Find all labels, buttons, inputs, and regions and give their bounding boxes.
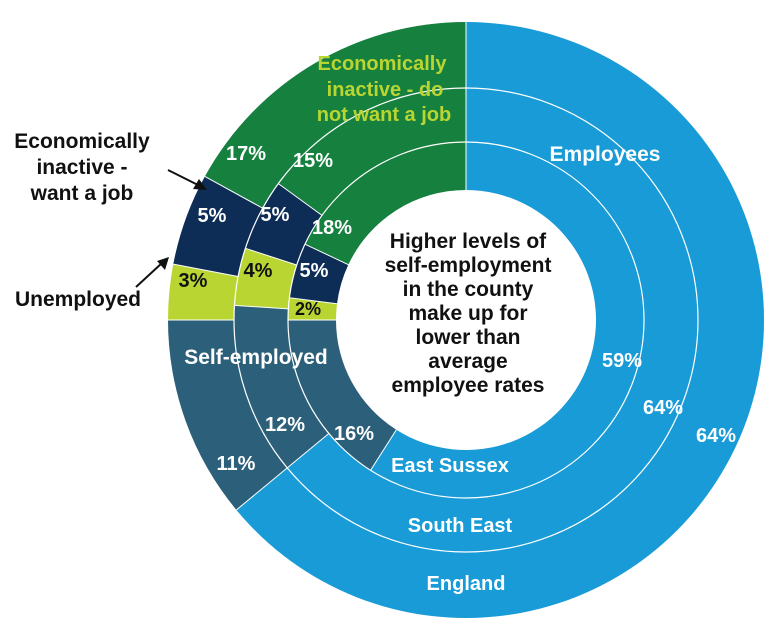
category-label-employees: Employees: [550, 143, 661, 166]
slice-border-east-sussex-1: [370, 429, 397, 471]
pointer-arrows: [135, 169, 207, 288]
series-name-east-sussex: East Sussex: [391, 455, 509, 477]
inactive-want-england-label: 5%: [198, 205, 227, 227]
arrowhead-inactive-want: [193, 179, 207, 190]
category-label-inactive-want-line3: want a job: [30, 182, 134, 205]
slice-south-east-self-employed: [234, 305, 329, 468]
slice-border-england-1: [236, 467, 288, 511]
center-text-line1: Higher levels of: [390, 230, 547, 253]
slice-east-sussex-inactive-want: [289, 244, 349, 304]
slice-south-east-inactive-not-want: [278, 88, 466, 216]
slice-border-england-4: [204, 175, 263, 209]
slice-england-self-employed: [168, 320, 288, 510]
category-label-unemployed: Unemployed: [15, 288, 141, 311]
arrowhead-unemployed: [157, 257, 169, 270]
slice-border-east-sussex-4: [304, 243, 349, 266]
slice-south-east-inactive-want: [245, 183, 322, 265]
slice-england-inactive-not-want: [204, 22, 467, 209]
category-label-inactive-not-want-line2: inactive - do: [327, 79, 444, 101]
self-employed-south-east-label: 12%: [265, 414, 305, 436]
category-label-inactive-want-line2: inactive -: [36, 156, 127, 179]
category-labels: Employees Self-employed Economically ina…: [14, 53, 660, 369]
slice-east-sussex-unemployed: [288, 297, 338, 320]
slice-border-south-east-3: [245, 247, 297, 266]
self-employed-east-sussex-label: 16%: [334, 423, 374, 445]
center-text-line7: employee rates: [392, 374, 545, 397]
employees-south-east-label: 64%: [643, 397, 683, 419]
slice-border-south-east-1: [286, 433, 330, 469]
employees-east-sussex-label: 59%: [602, 350, 642, 372]
unemployed-south-east-label: 4%: [244, 260, 273, 282]
arrow-inactive-want: [167, 169, 201, 187]
center-text-line3: in the county: [403, 278, 534, 301]
center-text-line5: lower than: [415, 326, 520, 349]
category-label-inactive-want-line1: Economically: [14, 130, 150, 153]
ring-names: East Sussex South East England: [391, 455, 512, 595]
series-name-england: England: [427, 573, 506, 595]
slice-border-south-east-4: [278, 183, 323, 216]
category-label-inactive-not-want-line3: not want a job: [317, 104, 451, 126]
arrow-unemployed: [135, 262, 163, 288]
slice-south-east-unemployed: [234, 248, 297, 309]
inactive-want-east-sussex-label: 5%: [300, 260, 329, 282]
slice-border-england-3: [173, 263, 239, 278]
unemployed-east-sussex-label: 2%: [295, 299, 321, 319]
center-annotation: Higher levels of self-employment in the …: [385, 230, 552, 397]
center-text-line2: self-employment: [385, 254, 552, 277]
inactive-not-want-england-label: 17%: [226, 143, 266, 165]
slice-east-sussex-inactive-not-want: [304, 142, 466, 265]
center-text-line6: average: [428, 350, 507, 373]
unemployed-england-label: 3%: [179, 270, 208, 292]
slice-border-east-sussex-3: [289, 297, 338, 305]
value-labels: 59% 64% 64% 16% 12% 11% 2% 4% 3% 5% 5% 5…: [179, 143, 737, 475]
slice-england-employees: [236, 22, 765, 618]
slice-south-east-employees: [287, 88, 699, 553]
slice-east-sussex-self-employed: [288, 320, 397, 471]
employees-england-label: 64%: [696, 425, 736, 447]
slice-england-unemployed: [168, 264, 239, 320]
category-label-inactive-not-want-line1: Economically: [318, 53, 448, 75]
slice-england-inactive-want: [173, 176, 263, 277]
self-employed-england-label: 11%: [217, 453, 256, 475]
inactive-want-south-east-label: 5%: [261, 204, 290, 226]
inactive-not-want-south-east-label: 15%: [293, 150, 333, 172]
slice-east-sussex-employees: [370, 142, 644, 499]
donut-rings: [168, 22, 765, 618]
series-name-south-east: South East: [408, 515, 513, 537]
inactive-not-want-east-sussex-label: 18%: [312, 217, 352, 239]
category-label-self-employed: Self-employed: [184, 346, 328, 369]
slice-border-south-east-2: [234, 304, 289, 310]
center-text-line4: make up for: [408, 302, 527, 325]
